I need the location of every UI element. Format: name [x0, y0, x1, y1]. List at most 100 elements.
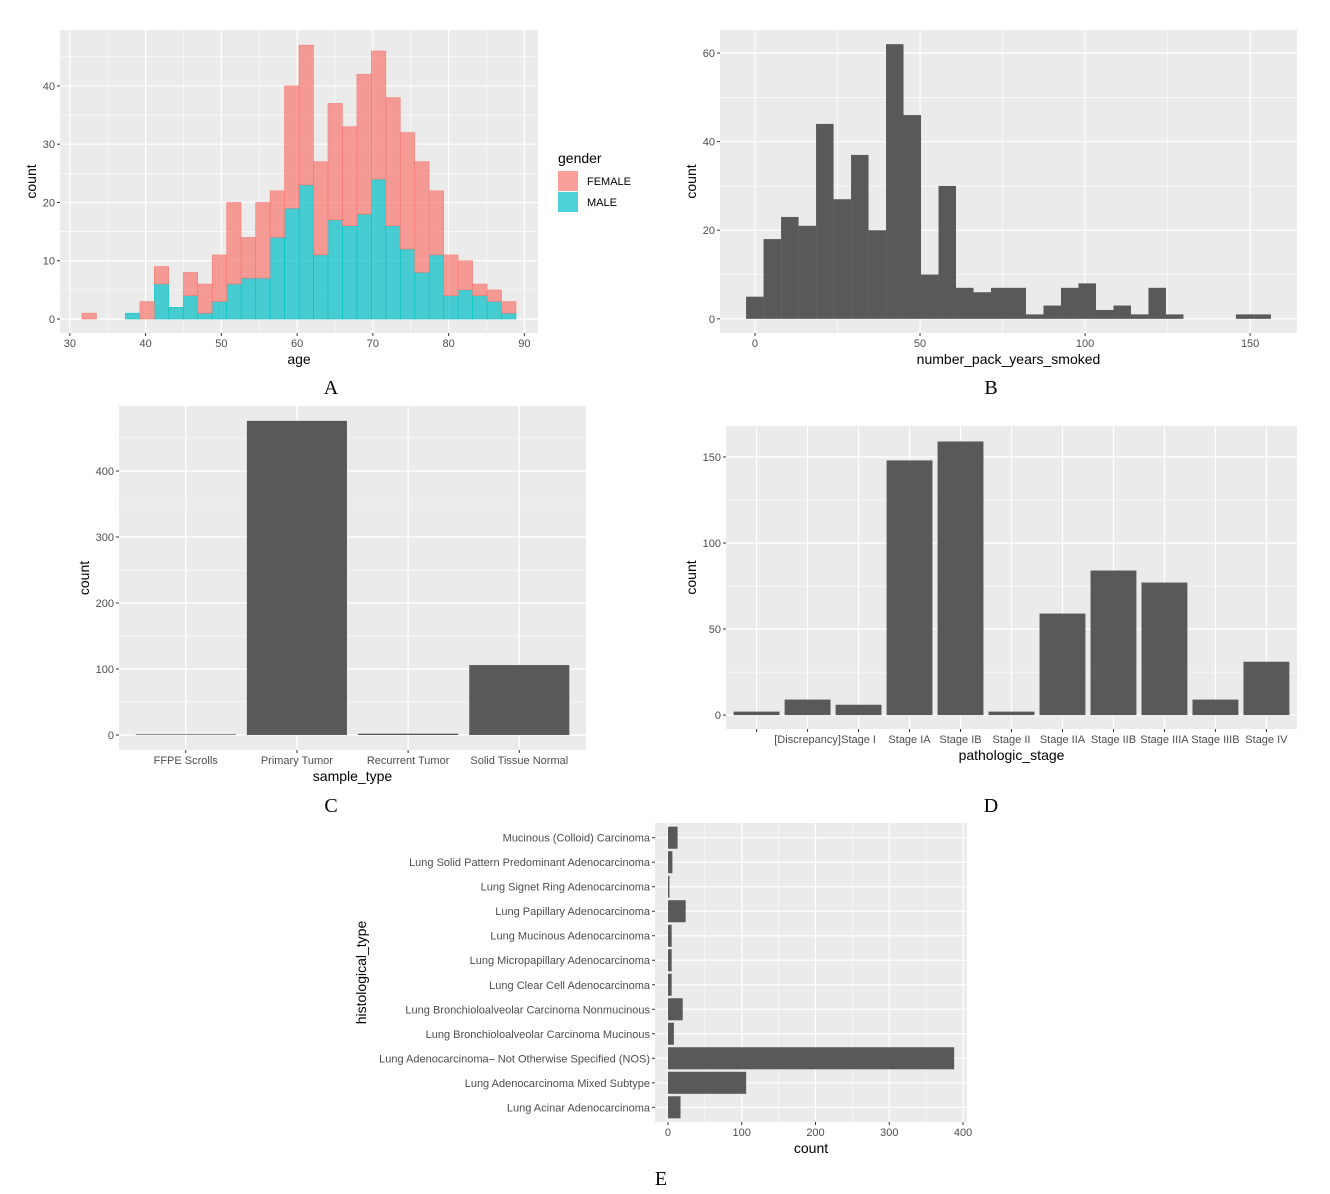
histogram-bar-count — [1008, 287, 1026, 319]
histogram-bar-female — [182, 272, 199, 297]
histogram-bar-female — [211, 254, 227, 302]
x-category-label: Stage IIA — [1040, 734, 1086, 746]
legend-label: FEMALE — [587, 176, 631, 188]
x-tick-label: 200 — [806, 1127, 824, 1139]
histogram-bar-count — [1253, 314, 1271, 319]
histogram-bar-count — [868, 230, 887, 319]
x-axis-title: pathologic_stage — [959, 747, 1065, 763]
y-category-label: Lung Signet Ring Adenocarcinoma — [481, 882, 651, 894]
histogram-bar-male — [168, 307, 184, 320]
histogram-bar-count — [991, 287, 1009, 319]
y-tick-label: 40 — [703, 137, 715, 149]
histogram-bar-female — [385, 97, 401, 227]
bar — [886, 460, 933, 716]
bar — [667, 851, 673, 874]
y-axis-title: histological_type — [353, 921, 369, 1025]
histogram-bar-female — [472, 283, 488, 297]
histogram-bar-male — [486, 301, 502, 320]
histogram-bar-count — [973, 292, 992, 319]
y-category-label: Lung Bronchioloalveolar Carcinoma Nonmuc… — [405, 1004, 650, 1016]
bar — [667, 973, 672, 996]
panel-label: C — [324, 795, 337, 817]
histogram-bar-male — [342, 225, 358, 320]
x-tick-label: 0 — [752, 338, 758, 350]
x-category-label: Stage IIB — [1091, 734, 1136, 746]
histogram-bar-female — [255, 202, 271, 279]
bar — [1141, 582, 1188, 716]
legend-swatch — [558, 171, 578, 191]
histogram-bar-count — [1095, 309, 1114, 319]
histogram-bar-female — [284, 85, 300, 209]
y-tick-label: 150 — [703, 452, 721, 464]
y-tick-label: 60 — [703, 48, 715, 60]
x-category-label: [Discrepancy] — [774, 734, 841, 746]
histogram-bar-male — [428, 254, 444, 320]
x-category-label: Stage IIIB — [1191, 734, 1239, 746]
histogram-bar-male — [197, 312, 213, 320]
bar — [1192, 699, 1239, 716]
x-axis-title: age — [287, 351, 311, 367]
bar — [667, 924, 672, 947]
panel-label: A — [324, 377, 339, 399]
x-tick-label: 60 — [291, 338, 303, 350]
bar — [246, 420, 347, 736]
histogram-bar-count — [921, 274, 939, 319]
legend-title: gender — [558, 150, 602, 166]
bar — [667, 1096, 681, 1119]
histogram-bar-female — [226, 202, 242, 285]
histogram-bar-male — [414, 272, 430, 320]
panel-label: D — [984, 795, 998, 817]
x-tick-label: 100 — [733, 1127, 751, 1139]
y-tick-label: 30 — [43, 139, 55, 151]
x-category-label: Stage IB — [939, 734, 981, 746]
histogram-bar-male — [443, 295, 459, 320]
x-category-label: Recurrent Tumor — [367, 755, 450, 767]
histogram-bar-count — [886, 44, 904, 319]
histogram-bar-count — [1148, 287, 1166, 319]
x-category-label: Stage I — [841, 734, 876, 746]
y-tick-label: 100 — [703, 538, 721, 550]
histogram-bar-male — [255, 277, 271, 320]
histogram-bar-female — [269, 190, 285, 238]
histogram-bar-male — [284, 208, 300, 320]
legend-label: MALE — [587, 197, 617, 209]
x-tick-label: 40 — [139, 338, 151, 350]
histogram-bar-count — [781, 216, 799, 319]
y-tick-label: 20 — [703, 225, 715, 237]
histogram-bar-count — [956, 287, 974, 319]
y-tick-label: 100 — [96, 664, 114, 676]
y-axis-title: count — [76, 561, 92, 595]
y-category-label: Lung Solid Pattern Predominant Adenocarc… — [409, 857, 651, 869]
x-category-label: FFPE Scrolls — [154, 755, 219, 767]
histogram-bar-female — [154, 266, 170, 285]
histogram-bar-female — [298, 44, 314, 186]
x-axis-title: number_pack_years_smoked — [917, 351, 1101, 367]
histogram-bar-male — [385, 225, 401, 320]
histogram-bar-female — [313, 161, 329, 256]
panel-c: 0 100 200 300 400 FFPE Scrolls Primary Tumor Re… — [76, 406, 586, 817]
bar — [469, 665, 570, 736]
histogram-bar-male — [240, 277, 256, 320]
y-tick-label: 20 — [43, 197, 55, 209]
histogram-bar-male — [269, 237, 285, 320]
bar — [667, 900, 686, 923]
bar — [135, 734, 236, 736]
x-axis-title: count — [794, 1140, 828, 1156]
histogram-bar-male — [313, 254, 329, 320]
y-tick-label: 0 — [108, 730, 114, 742]
x-category-label: Stage IA — [888, 734, 931, 746]
y-category-label: Lung Mucinous Adenocarcinoma — [490, 931, 650, 943]
panel-label: E — [655, 1168, 667, 1189]
bar — [358, 733, 459, 736]
y-category-label: Lung Adenocarcinoma Mixed Subtype — [465, 1078, 650, 1090]
bar — [1090, 570, 1137, 716]
bar — [937, 441, 984, 716]
bar — [667, 1047, 955, 1070]
bar — [733, 711, 780, 716]
histogram-bar-count — [746, 296, 764, 319]
panel-label: B — [984, 377, 997, 399]
histogram-bar-female — [501, 301, 517, 314]
x-tick-label: 30 — [64, 338, 76, 350]
